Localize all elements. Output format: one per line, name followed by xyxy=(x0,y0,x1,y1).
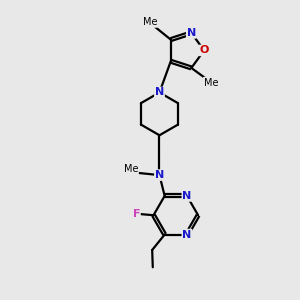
Text: N: N xyxy=(155,88,164,98)
Text: N: N xyxy=(187,28,196,38)
Text: F: F xyxy=(133,209,140,219)
Text: N: N xyxy=(182,230,192,239)
Text: N: N xyxy=(182,191,192,201)
Text: N: N xyxy=(155,170,164,180)
Text: Me: Me xyxy=(204,77,218,88)
Text: Me: Me xyxy=(143,17,157,27)
Text: O: O xyxy=(200,45,209,56)
Text: Me: Me xyxy=(124,164,138,174)
